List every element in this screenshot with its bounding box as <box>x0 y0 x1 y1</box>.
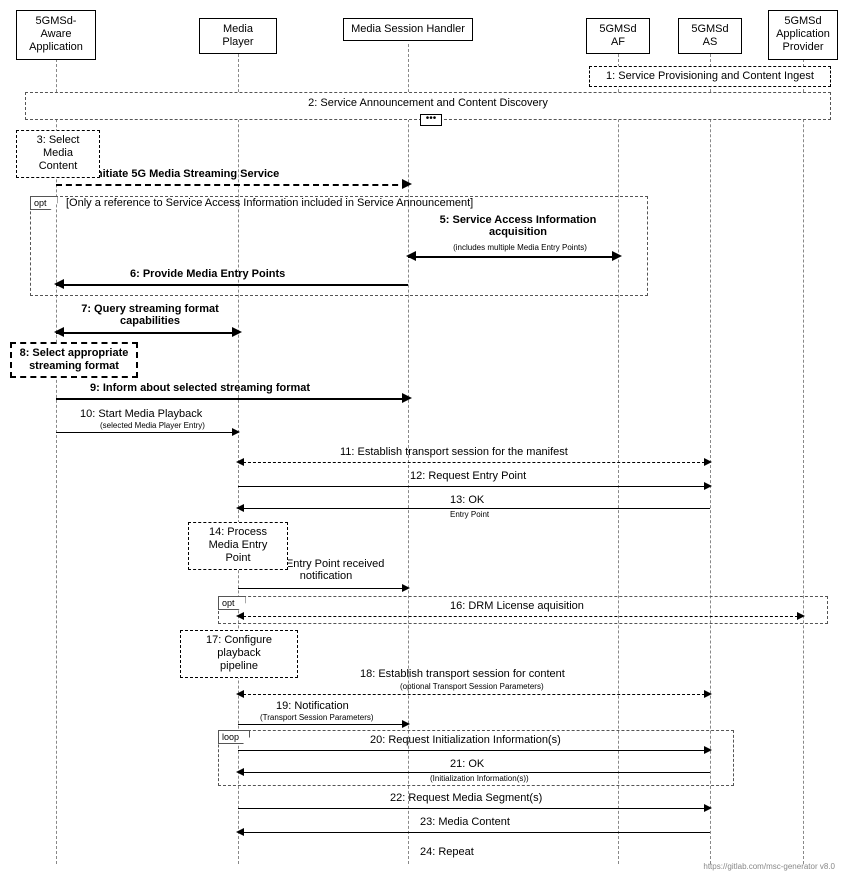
msg-13-sub: Entry Point <box>450 510 489 519</box>
arrowhead-icon <box>704 746 712 754</box>
participant-app: 5GMSd-AwareApplication <box>16 10 96 60</box>
participant-session: Media Session Handler <box>343 18 473 41</box>
msg-7: 7: Query streaming formatcapabilities <box>70 303 230 327</box>
sequence-diagram: 5GMSd-AwareApplication Media Player Medi… <box>10 10 839 873</box>
msg-21: 21: OK <box>450 758 484 770</box>
arrowhead-icon <box>236 690 244 698</box>
msg-13: 13: OK <box>450 494 484 506</box>
arrowhead-icon <box>704 690 712 698</box>
arrowhead-icon <box>236 504 244 512</box>
arrow-16 <box>238 616 803 617</box>
lifeline-provider <box>803 44 805 864</box>
msg-label: 2: Service Announcement and Content Disc… <box>308 97 548 109</box>
arrowhead-icon <box>54 327 64 337</box>
arrow-9 <box>56 398 408 400</box>
arrowhead-icon <box>704 804 712 812</box>
msg-20: 20: Request Initialization Information(s… <box>370 734 561 746</box>
watermark: https://gitlab.com/msc-generator v8.0 <box>703 862 835 871</box>
msg-3: 3: SelectMedia Content <box>16 130 100 178</box>
arrow-6 <box>56 284 408 286</box>
participant-label: 5GMSd-AwareApplication <box>29 15 83 53</box>
msg-19: 19: Notification <box>276 700 349 712</box>
arrow-19 <box>238 724 408 725</box>
msg-14: 14: ProcessMedia Entry Point <box>188 522 288 570</box>
fragment-label: opt <box>30 196 58 210</box>
arrow-15 <box>238 588 408 589</box>
arrow-22 <box>238 808 710 809</box>
msg-6: 6: Provide Media Entry Points <box>130 268 285 280</box>
arrowhead-icon <box>236 768 244 776</box>
arrowhead-icon <box>402 179 412 189</box>
msg-5-sub: (includes multiple Media Entry Points) <box>440 243 600 252</box>
arrowhead-icon <box>54 279 64 289</box>
arrowhead-icon <box>406 251 416 261</box>
participant-label: Media Session Handler <box>351 23 465 35</box>
msg-8: 8: Select appropriatestreaming format <box>10 342 138 378</box>
arrow-23 <box>238 832 710 833</box>
arrowhead-icon <box>402 393 412 403</box>
participant-player: Media Player <box>199 18 277 54</box>
arrowhead-icon <box>236 828 244 836</box>
msg-16: 16: DRM License aquisition <box>450 600 584 612</box>
arrow-20 <box>238 750 710 751</box>
msg-18: 18: Establish transport session for cont… <box>360 668 565 680</box>
msg-21-sub: (Initialization Information(s)) <box>430 774 529 783</box>
participant-provider: 5GMSdApplicationProvider <box>768 10 838 60</box>
participant-af: 5GMSd AF <box>586 18 650 54</box>
msg-24: 24: Repeat <box>420 846 474 858</box>
arrow-11 <box>238 462 710 463</box>
msg-18-sub: (optional Transport Session Parameters) <box>400 682 544 691</box>
fragment-label: loop <box>218 730 250 744</box>
msg-1: 1: Service Provisioning and Content Inge… <box>589 66 831 87</box>
arrow-5 <box>408 256 618 258</box>
msg-4: 4: Initiate 5G Media Streaming Service <box>80 168 279 180</box>
arrowhead-icon <box>236 458 244 466</box>
arrowhead-icon <box>704 482 712 490</box>
arrow-13 <box>238 508 710 509</box>
msg-19-sub: (Transport Session Parameters) <box>260 713 374 722</box>
arrowhead-icon <box>402 584 410 592</box>
arrowhead-icon <box>232 327 242 337</box>
arrow-18 <box>238 694 710 695</box>
msg-12: 12: Request Entry Point <box>410 470 526 482</box>
fragment-guard: [Only a reference to Service Access Info… <box>66 197 473 209</box>
arrow-12 <box>238 486 710 487</box>
msg-9: 9: Inform about selected streaming forma… <box>90 382 310 394</box>
fragment-label: opt <box>218 596 246 610</box>
msg-23: 23: Media Content <box>420 816 510 828</box>
msg-17: 17: Configure playbackpipeline <box>180 630 298 678</box>
arrow-10 <box>56 432 238 433</box>
msg-10: 10: Start Media Playback <box>80 408 202 420</box>
arrowhead-icon <box>612 251 622 261</box>
participant-as: 5GMSd AS <box>678 18 742 54</box>
arrowhead-icon <box>232 428 240 436</box>
arrowhead-icon <box>402 720 410 728</box>
arrowhead-icon <box>797 612 805 620</box>
arrow-4 <box>56 184 408 186</box>
arrowhead-icon <box>704 458 712 466</box>
msg-5: 5: Service Access Informationacquisition <box>428 214 608 238</box>
participant-label: 5GMSdApplicationProvider <box>776 15 830 53</box>
msg-10-sub: (selected Media Player Entry) <box>100 421 205 430</box>
arrow-21 <box>238 772 710 773</box>
participant-label: 5GMSd AF <box>599 23 636 48</box>
msg-11: 11: Establish transport session for the … <box>340 446 568 458</box>
participant-label: 5GMSd AS <box>691 23 728 48</box>
msg-22: 22: Request Media Segment(s) <box>390 792 542 804</box>
arrow-7 <box>56 332 238 334</box>
ref-marker-icon: ••• <box>420 114 442 126</box>
participant-label: Media Player <box>222 23 253 48</box>
arrowhead-icon <box>236 612 244 620</box>
